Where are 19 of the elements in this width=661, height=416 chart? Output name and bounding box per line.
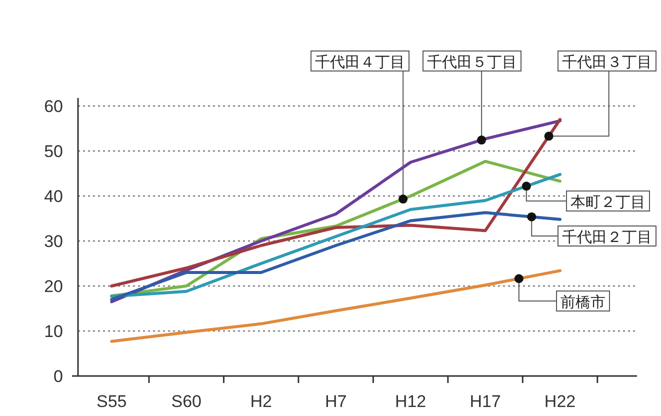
x-tick-label: H22: [544, 392, 576, 411]
series-label: 前橋市: [560, 294, 606, 311]
x-tick-label: H7: [324, 392, 347, 411]
x-tick-label: S55: [96, 392, 127, 411]
line-series: [110, 269, 562, 343]
x-tick-label: S60: [171, 392, 202, 411]
y-tick-label: 10: [44, 322, 63, 341]
x-tick-label: H17: [470, 392, 501, 411]
line-series: [110, 211, 562, 301]
x-tick-label: H2: [250, 392, 272, 411]
series-label: 本町２丁目: [570, 194, 646, 211]
y-tick-label: 50: [44, 142, 63, 161]
y-tick-label: 30: [44, 232, 63, 251]
y-tick-label: 0: [54, 367, 63, 386]
y-tick-label: 60: [44, 97, 63, 116]
y-tick-label: 20: [44, 277, 63, 296]
x-tick-label: H12: [394, 392, 426, 411]
series-label: 千代田２丁目: [562, 229, 652, 246]
y-tick-label: 40: [44, 187, 63, 206]
